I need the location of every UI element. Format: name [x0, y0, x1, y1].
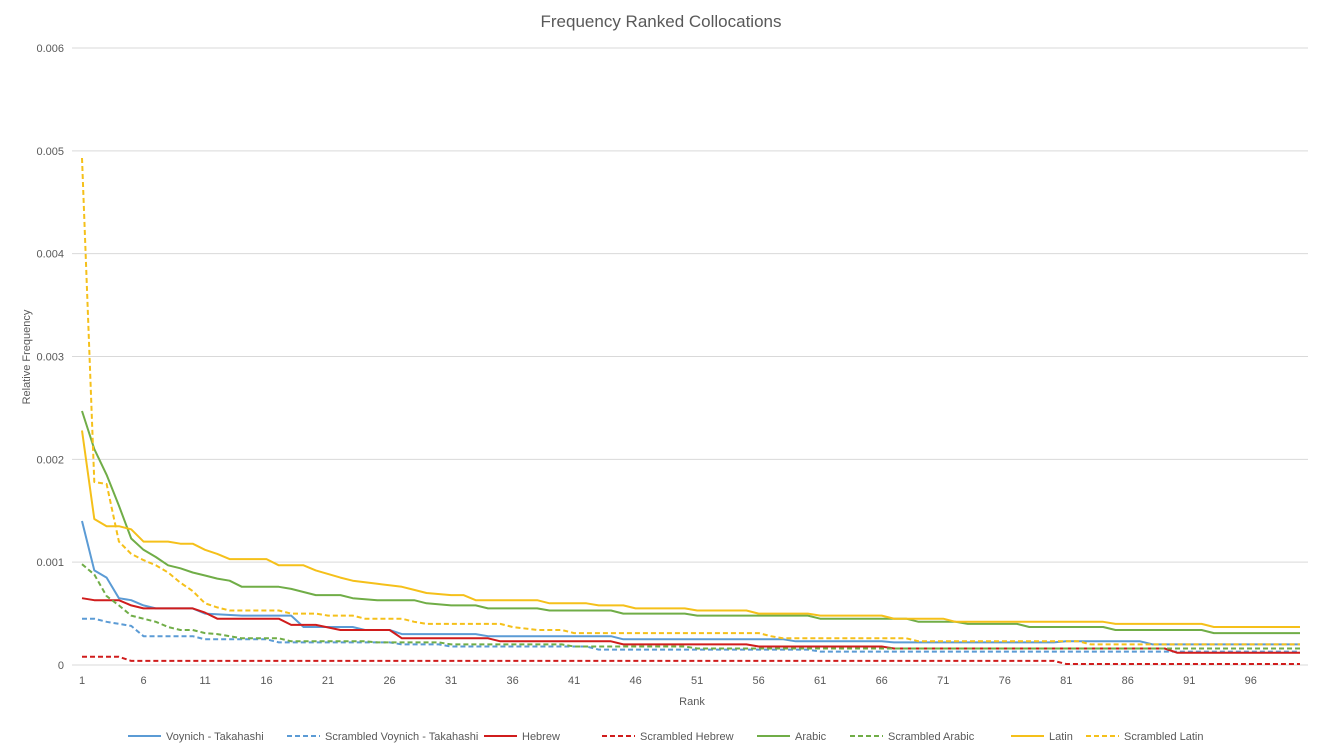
y-tick-label: 0.006: [36, 43, 64, 55]
legend-label-scrambled-hebrew: Scrambled Hebrew: [640, 731, 734, 743]
x-tick-label: 76: [999, 675, 1011, 687]
legend-label-scrambled-latin: Scrambled Latin: [1124, 731, 1204, 743]
legend-label-latin: Latin: [1049, 731, 1073, 743]
x-tick-label: 26: [383, 675, 395, 687]
y-axis-ticks: 0 0.001 0.002 0.003 0.004 0.005 0.006: [36, 43, 64, 672]
series-line-hebrew: [81, 597, 1300, 654]
y-tick-label: 0.001: [36, 557, 64, 569]
legend-label-voynich-takahashi: Voynich - Takahashi: [166, 731, 264, 743]
x-tick-label: 31: [445, 675, 457, 687]
x-tick-label: 81: [1060, 675, 1072, 687]
series-line-scrambled-arabic: [81, 563, 1300, 650]
x-tick-label: 51: [691, 675, 703, 687]
x-tick-label: 66: [876, 675, 888, 687]
series-line-latin: [81, 430, 1300, 628]
legend-label-scrambled-arabic: Scrambled Arabic: [888, 731, 975, 743]
gridlines: [72, 47, 1308, 666]
legend-label-scrambled-voynich-takahashi: Scrambled Voynich - Takahashi: [325, 731, 478, 743]
chart-title: Frequency Ranked Collocations: [541, 12, 782, 31]
y-tick-label: 0.004: [36, 249, 64, 261]
x-tick-label: 6: [140, 675, 146, 687]
x-tick-label: 1: [79, 675, 85, 687]
x-tick-label: 16: [260, 675, 272, 687]
legend: Voynich - Takahashi Scrambled Voynich - T…: [128, 731, 1204, 743]
y-tick-label: 0.002: [36, 454, 64, 466]
series-line-scrambled-latin: [81, 157, 1300, 646]
x-tick-label: 36: [506, 675, 518, 687]
x-tick-label: 86: [1122, 675, 1134, 687]
x-tick-label: 56: [753, 675, 765, 687]
series-line-scrambled-voynich-takahashi: [82, 617, 1300, 653]
legend-label-hebrew: Hebrew: [522, 731, 560, 743]
x-tick-label: 11: [199, 675, 210, 687]
x-tick-label: 96: [1245, 675, 1257, 687]
series-line-arabic: [81, 410, 1300, 635]
x-tick-label: 71: [937, 675, 949, 687]
series-line-scrambled-hebrew: [82, 655, 1300, 665]
x-axis-ticks: 1 6 11 16 21 26 31 36 41 46 51 56 61 66 71 76 81 86 91 96: [79, 675, 1257, 687]
legend-label-arabic: Arabic: [795, 731, 827, 743]
x-tick-label: 41: [568, 675, 580, 687]
y-axis-title: Relative Frequency: [21, 309, 33, 404]
y-tick-label: 0.003: [36, 352, 64, 364]
x-tick-label: 21: [322, 675, 334, 687]
x-tick-label: 91: [1183, 675, 1195, 687]
x-axis-title: Rank: [679, 696, 705, 708]
y-tick-label: 0: [58, 660, 64, 672]
y-tick-label: 0.005: [36, 146, 64, 158]
x-tick-label: 61: [814, 675, 826, 687]
series-lines: [81, 157, 1300, 665]
x-tick-label: 46: [630, 675, 642, 687]
